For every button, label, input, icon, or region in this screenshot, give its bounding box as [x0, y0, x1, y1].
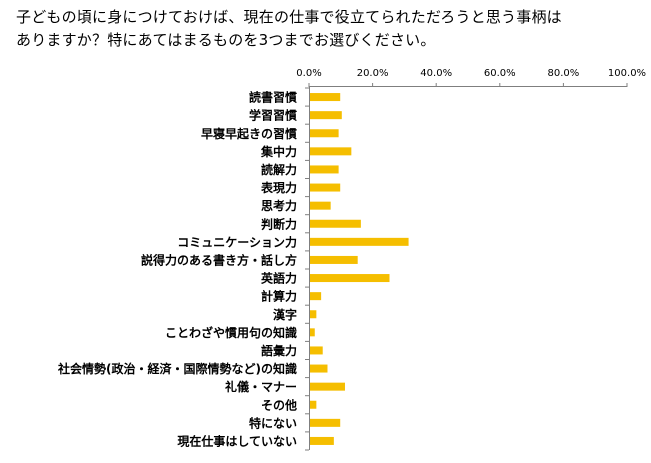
bar	[310, 201, 331, 210]
bar	[310, 328, 315, 337]
bar	[310, 129, 339, 138]
category-label: 表現力	[260, 180, 297, 195]
bar	[310, 382, 345, 391]
category-label: 計算力	[261, 289, 297, 304]
bar	[310, 111, 342, 120]
category-label: 集中力	[260, 144, 297, 159]
survey-question: 子どもの頃に身につけておけば、現在の仕事で役立てられただろうと思う事柄は ありま…	[16, 6, 636, 52]
category-label: 現在仕事はしていない	[177, 433, 297, 448]
bar	[310, 310, 317, 319]
category-label: 読解力	[261, 162, 297, 177]
bar	[310, 346, 323, 355]
x-tick-label: 0.0%	[296, 68, 321, 79]
x-tick-label: 40.0%	[420, 68, 452, 79]
category-label: 思考力	[261, 198, 297, 213]
category-label: コミュニケーション力	[177, 234, 297, 249]
category-label: 判断力	[261, 216, 297, 231]
category-label: ことわざや慣用句の知識	[165, 325, 297, 340]
bar	[310, 292, 322, 301]
x-tick-label: 60.0%	[484, 68, 516, 79]
bar	[310, 274, 390, 283]
bar	[310, 436, 334, 445]
category-label: 社会情勢(政治・経済・国際情勢など)の知識	[57, 361, 297, 376]
category-label: 特にない	[249, 415, 297, 430]
bar	[310, 418, 341, 427]
category-label: 読書習慣	[249, 90, 297, 105]
bar	[310, 255, 358, 264]
bar	[310, 147, 352, 156]
question-line-1: 子どもの頃に身につけておけば、現在の仕事で役立てられただろうと思う事柄は	[16, 8, 562, 26]
bar	[310, 183, 341, 192]
category-label: 語彙力	[261, 343, 297, 358]
bar	[310, 219, 361, 228]
category-label: 英語力	[261, 271, 297, 286]
category-label: 漢字	[273, 307, 297, 322]
category-label: その他	[261, 397, 297, 412]
bar	[310, 165, 339, 174]
x-tick-label: 20.0%	[357, 68, 389, 79]
category-label: 学習習慣	[249, 108, 297, 123]
category-label: 早寝早起きの習慣	[201, 126, 297, 141]
question-line-2: ありますか？特にあてはまるものを3つまでお選びください。	[16, 31, 436, 49]
category-label: 説得力のある書き方・話し方	[141, 252, 297, 267]
bar	[310, 93, 341, 102]
x-tick-label: 100.0%	[608, 68, 646, 79]
x-tick-label: 80.0%	[548, 68, 580, 79]
bar	[310, 237, 409, 246]
category-label: 礼儀・マナー	[225, 379, 297, 394]
bar	[310, 364, 328, 373]
bar	[310, 400, 317, 409]
